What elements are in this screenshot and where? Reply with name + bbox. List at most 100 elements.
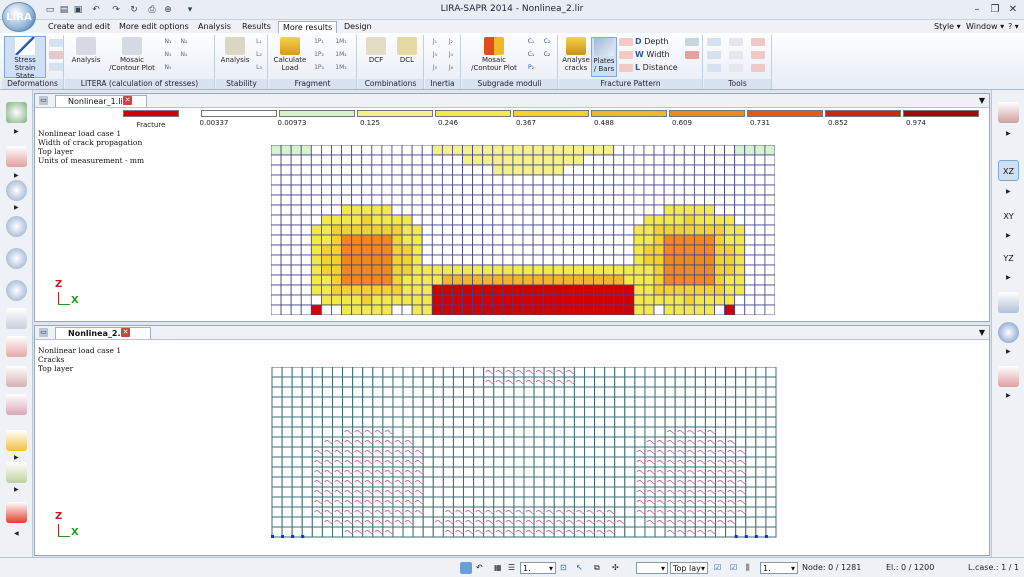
mesh-element[interactable] (362, 376, 374, 388)
mesh-element[interactable] (431, 264, 443, 276)
mesh-element[interactable] (532, 184, 544, 196)
mesh-element[interactable] (482, 244, 494, 256)
mesh-element[interactable] (361, 145, 373, 156)
mesh-element[interactable] (321, 496, 333, 508)
mesh-element[interactable] (301, 506, 313, 518)
mesh-element[interactable] (381, 174, 393, 186)
mesh-element[interactable] (382, 436, 394, 448)
mesh-element[interactable] (533, 436, 545, 448)
mesh-element[interactable] (281, 456, 293, 468)
mesh-element[interactable] (452, 294, 463, 306)
mesh-element[interactable] (653, 304, 665, 315)
status-list-icon[interactable]: ☰ (508, 563, 516, 572)
mesh-element[interactable] (562, 204, 574, 216)
mesh-element[interactable] (764, 284, 775, 296)
mesh-element[interactable] (704, 214, 715, 226)
mesh-element[interactable] (482, 204, 494, 216)
n4-icon[interactable]: N₄ (180, 51, 188, 58)
mesh-element[interactable] (492, 145, 504, 156)
mesh-element[interactable] (633, 274, 645, 286)
mesh-element[interactable] (644, 456, 656, 468)
mesh-element[interactable] (533, 426, 545, 438)
mesh-element[interactable] (341, 214, 353, 226)
mesh-element[interactable] (372, 406, 384, 418)
mesh-element[interactable] (392, 446, 404, 458)
status-check-icon[interactable]: ☑ (714, 563, 722, 572)
mesh-element[interactable] (604, 506, 616, 518)
mesh-element[interactable] (271, 284, 282, 296)
mesh-element[interactable] (744, 204, 756, 216)
mesh-element[interactable] (572, 274, 584, 286)
pane2-pin-icon[interactable]: ▭ (39, 328, 48, 337)
mesh-element[interactable] (482, 194, 494, 206)
mesh-element[interactable] (542, 194, 554, 206)
mesh-element[interactable] (300, 145, 312, 156)
mesh-element[interactable] (644, 406, 656, 418)
mesh-element[interactable] (402, 446, 414, 458)
mesh-element[interactable] (644, 466, 656, 478)
mesh-element[interactable] (543, 496, 555, 508)
mesh-element[interactable] (693, 204, 705, 216)
mesh-element[interactable] (583, 466, 596, 478)
restore-icon[interactable] (6, 366, 27, 387)
mesh-element[interactable] (572, 164, 584, 176)
mesh-element[interactable] (371, 224, 383, 236)
mesh-element[interactable] (462, 264, 474, 276)
mesh-element[interactable] (754, 294, 766, 306)
mesh-element[interactable] (412, 376, 424, 388)
mesh-element[interactable] (421, 244, 433, 256)
mesh-element[interactable] (684, 466, 696, 478)
mesh-element[interactable] (452, 496, 465, 508)
mesh-element[interactable] (452, 466, 465, 478)
mesh-element[interactable] (734, 184, 746, 196)
mesh-element[interactable] (493, 376, 505, 388)
mesh-element[interactable] (462, 154, 474, 166)
mesh-element[interactable] (664, 486, 676, 498)
mesh-element[interactable] (663, 154, 675, 166)
mesh-element[interactable] (472, 214, 484, 226)
mesh-element[interactable] (422, 416, 434, 428)
mesh-element[interactable] (402, 506, 414, 518)
mesh-element[interactable] (381, 145, 393, 156)
mesh-element[interactable] (290, 234, 302, 246)
mesh-element[interactable] (673, 224, 685, 236)
mesh-element[interactable] (391, 254, 403, 266)
mesh-element[interactable] (725, 506, 737, 518)
mesh-element[interactable] (634, 386, 646, 398)
print-icon[interactable]: ⎙ (148, 5, 156, 15)
mesh-element[interactable] (653, 145, 665, 156)
mesh-element[interactable] (754, 224, 766, 236)
dcf-button[interactable]: DCF (361, 37, 391, 77)
mesh-element[interactable] (352, 506, 364, 518)
mesh-element[interactable] (583, 294, 594, 306)
mesh-element[interactable] (704, 426, 717, 438)
mesh-element[interactable] (462, 145, 474, 156)
support-node[interactable] (734, 535, 738, 538)
mesh-element[interactable] (664, 446, 676, 458)
mesh-element[interactable] (542, 174, 554, 186)
mesh-element[interactable] (532, 154, 544, 166)
mesh-element[interactable] (483, 516, 495, 528)
mesh-element[interactable] (492, 184, 504, 196)
mesh-element[interactable] (714, 214, 725, 226)
mesh-element[interactable] (361, 184, 373, 196)
mesh-element[interactable] (693, 274, 705, 286)
mesh-element[interactable] (614, 386, 626, 398)
mesh-element[interactable] (572, 214, 584, 226)
mesh-element[interactable] (765, 436, 777, 448)
mesh-element[interactable] (734, 284, 746, 296)
mesh-element[interactable] (391, 184, 403, 196)
mesh-element[interactable] (372, 466, 384, 478)
mesh-element[interactable] (462, 274, 474, 286)
1m2-icon[interactable]: 1M₂ (335, 51, 347, 58)
mesh-element[interactable] (563, 516, 575, 528)
mesh-element[interactable] (603, 204, 615, 216)
mesh-element[interactable] (362, 426, 374, 438)
mesh-element[interactable] (664, 416, 676, 428)
mesh-element[interactable] (563, 506, 575, 518)
mesh-element[interactable] (351, 154, 363, 166)
mesh-element[interactable] (271, 436, 283, 448)
perspective-icon[interactable] (998, 292, 1019, 313)
mesh-element[interactable] (532, 274, 544, 286)
pane1-pin-icon[interactable]: ▭ (39, 96, 48, 105)
